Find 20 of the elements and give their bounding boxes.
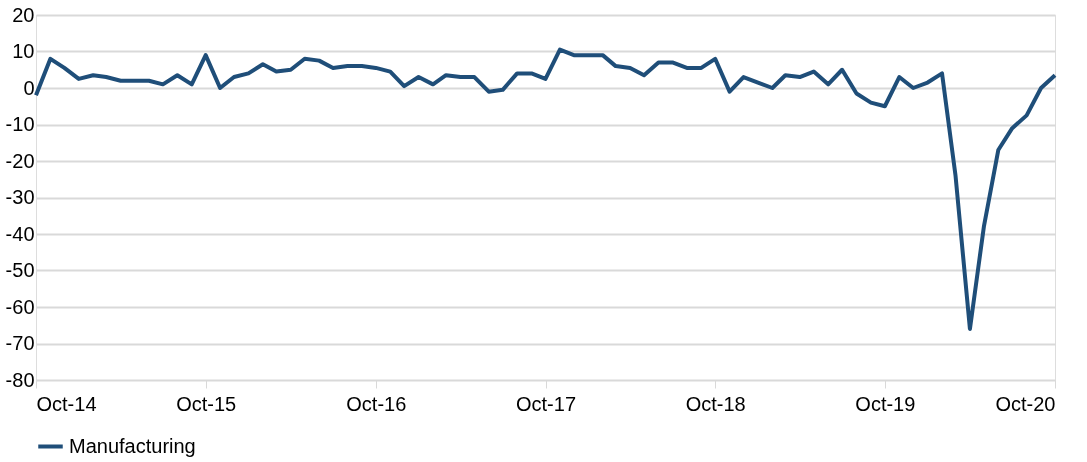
y-tick-label: -10: [5, 113, 35, 135]
y-tick-label: -30: [5, 186, 35, 208]
x-tick-label: Oct-14: [36, 392, 97, 415]
x-tick-label: Oct-18: [685, 392, 746, 415]
x-tick-label: Oct-15: [176, 392, 237, 415]
y-tick-label: 20: [12, 3, 35, 26]
y-tick-label: 10: [12, 40, 35, 62]
y-tick-label: -80: [5, 368, 35, 391]
x-tick-label: Oct-17: [515, 392, 577, 415]
x-tick-label: Oct-19: [855, 392, 916, 415]
x-tick-label: Oct-16: [346, 392, 407, 415]
y-tick-label: 0: [23, 76, 35, 99]
y-tick-label: -60: [5, 295, 35, 318]
y-tick-label: -70: [5, 332, 35, 354]
legend-label: Manufacturing: [69, 434, 196, 457]
x-tick-label: Oct-20: [995, 392, 1056, 415]
y-tick-label: -40: [5, 222, 35, 245]
y-tick-label: -20: [5, 149, 35, 172]
line-series: [34, 47, 1057, 331]
y-tick-label: -50: [5, 259, 35, 281]
